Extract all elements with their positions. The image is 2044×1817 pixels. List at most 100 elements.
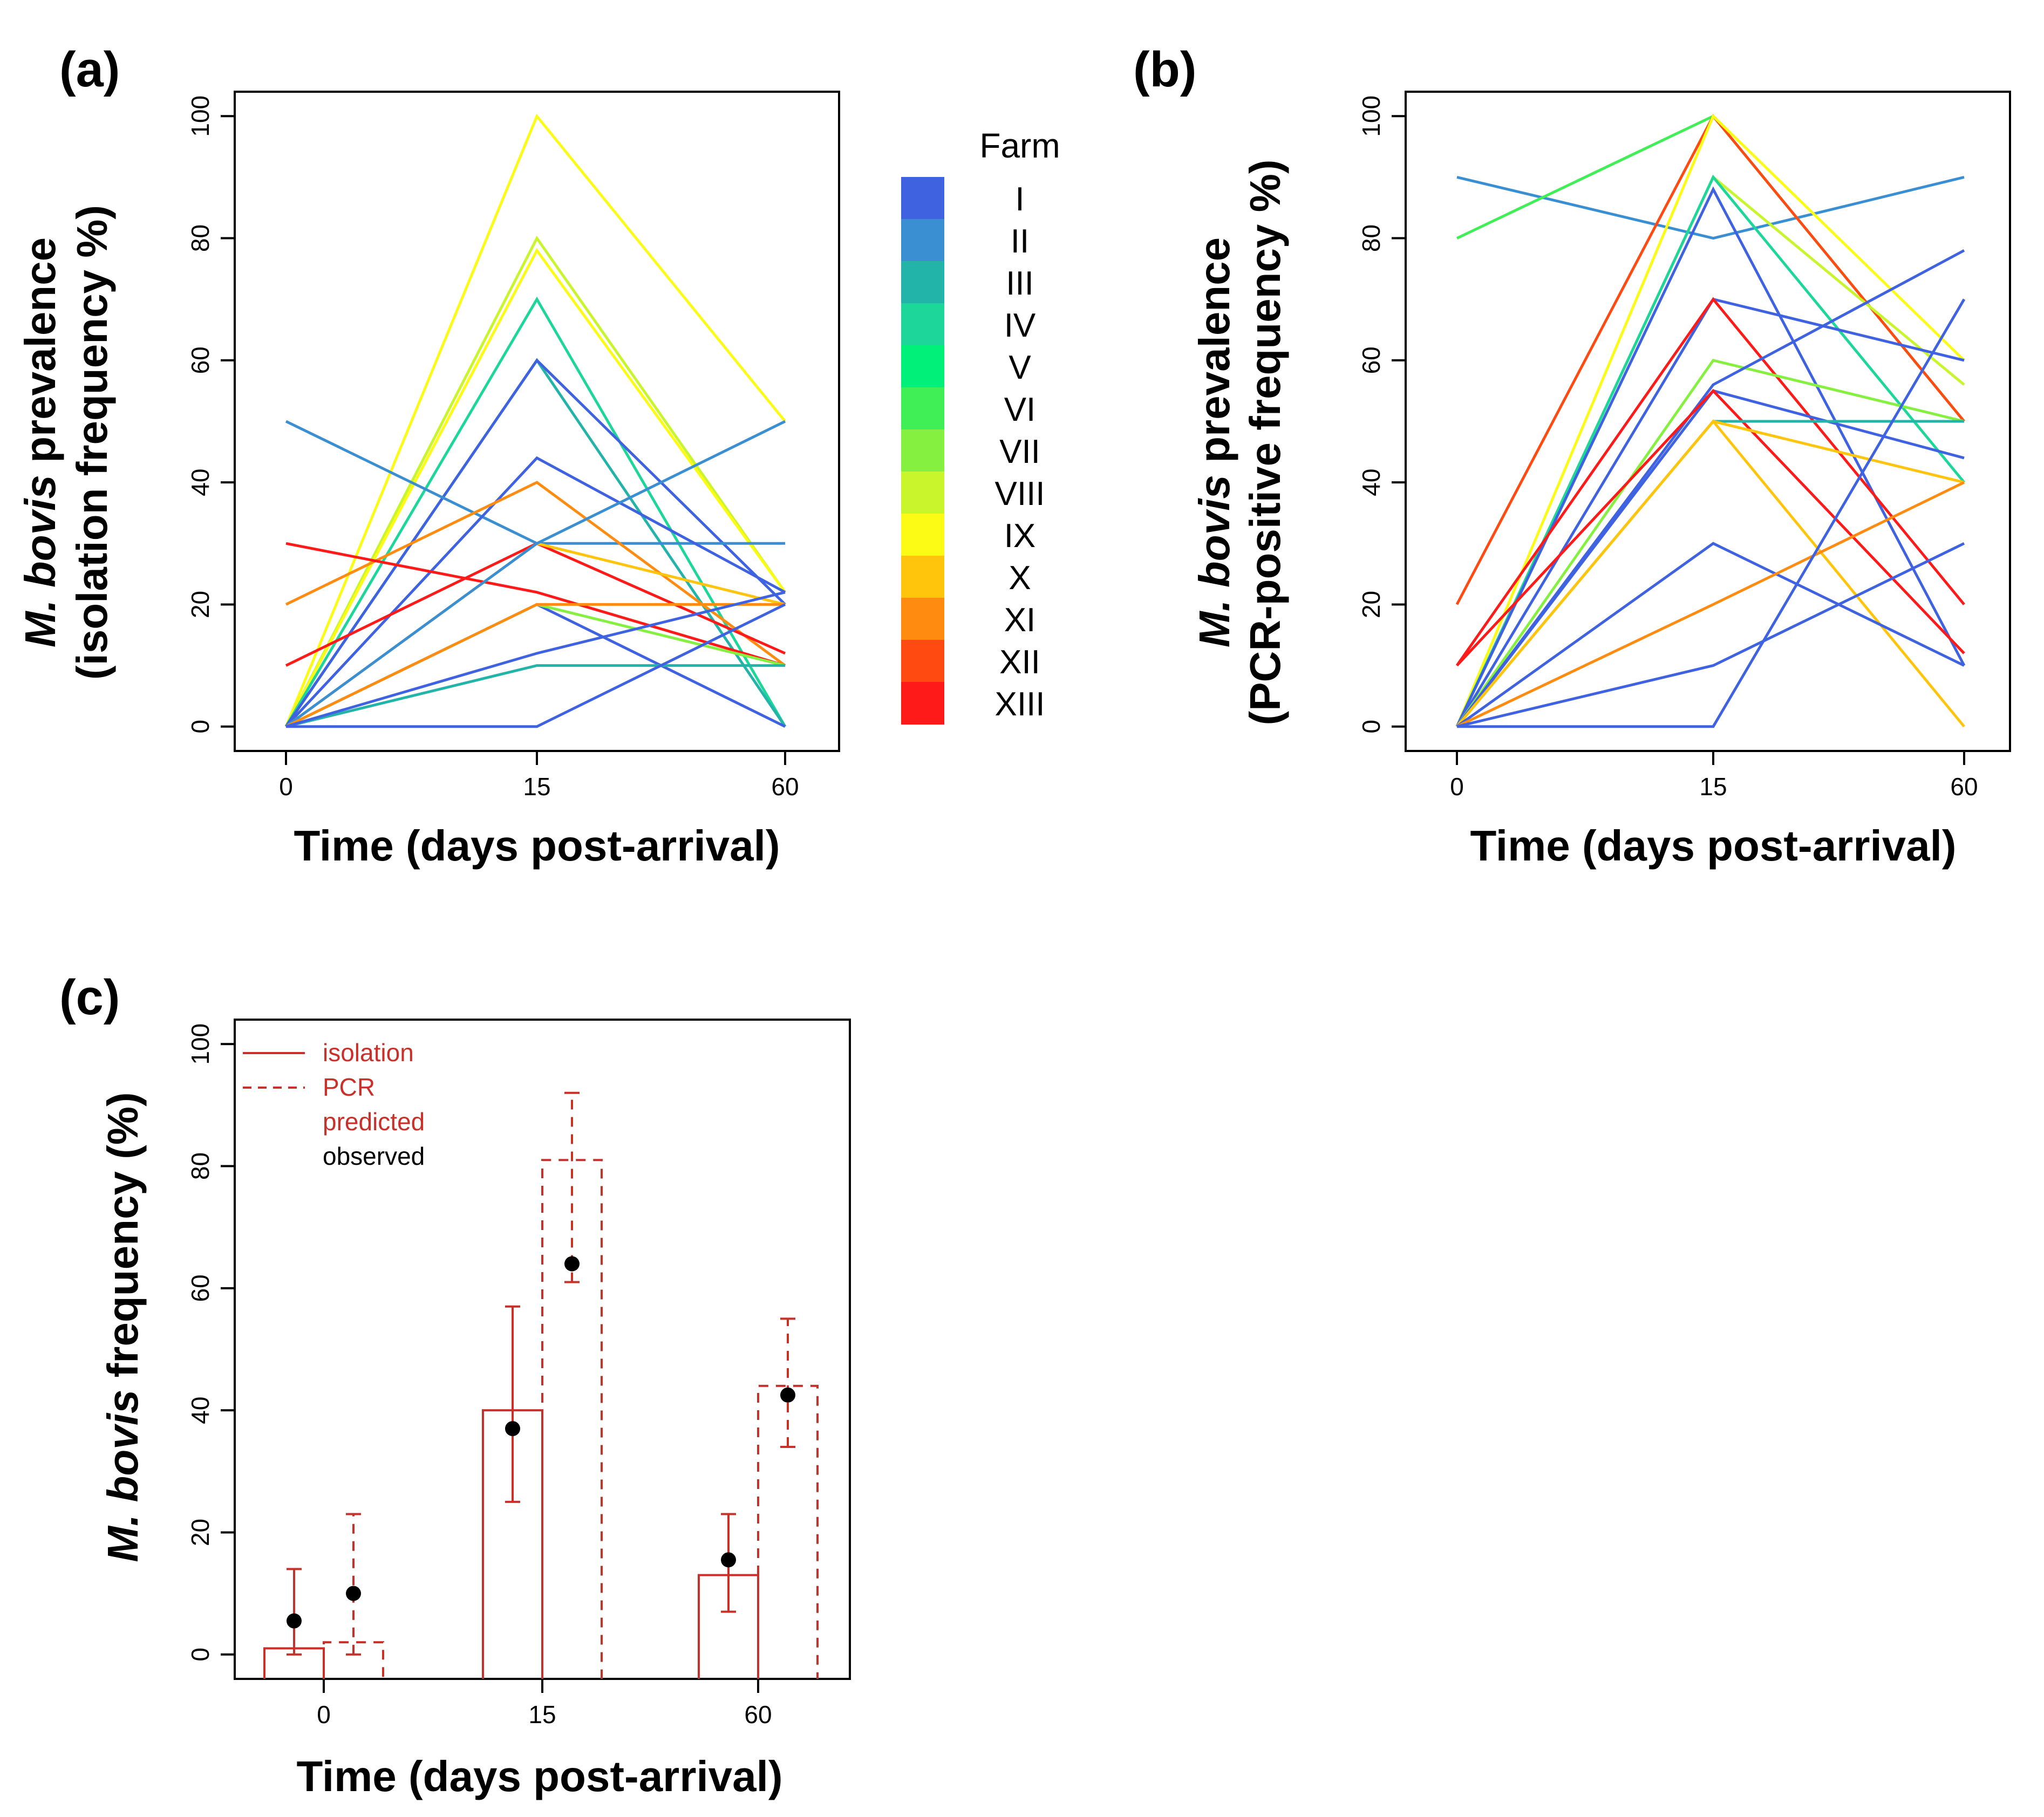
panel-a-series-line	[285, 456, 786, 728]
panel-a-series-line	[285, 664, 785, 728]
farm-legend-label: VII	[999, 433, 1040, 470]
panel-b-series-line	[1456, 481, 1965, 728]
panel-c-marks	[263, 1091, 819, 1679]
farm-legend-label: II	[1011, 223, 1029, 260]
farm-legend-label: XIII	[994, 686, 1045, 723]
panel-a-series-line	[284, 113, 786, 727]
panel-b-series	[1455, 113, 1966, 728]
panel-b-y-tick-label: 60	[1357, 346, 1385, 374]
panel-a-y-tick-label: 100	[186, 95, 214, 137]
panel-c-isolation-observed-point	[287, 1613, 302, 1629]
panel-c-PCR-observed-point	[780, 1387, 795, 1403]
panel-a-y-tick-label: 0	[186, 720, 214, 734]
panel-c-xlabel: Time (days post-arrival)	[296, 1752, 782, 1800]
farm-legend-swatch	[901, 219, 944, 262]
farm-legend-label: IX	[1004, 517, 1036, 555]
panel-b-series-line	[1455, 359, 1965, 728]
panel-b-plot-frame	[1405, 91, 2011, 752]
farm-legend-label: IV	[1004, 307, 1036, 344]
panel-b-y-tick-label: 20	[1357, 591, 1385, 618]
panel-b-series-line	[1455, 186, 1966, 727]
panel-b: (b) M. bovis prevalence (PCR-positive fr…	[1133, 42, 2011, 870]
farm-legend-label: III	[1006, 265, 1034, 302]
panel-c-y-tick-label: 80	[186, 1152, 214, 1180]
farm-legend-swatch	[901, 429, 944, 472]
farm-legend-swatch	[901, 345, 944, 388]
panel-c-x-tick-label: 60	[744, 1700, 772, 1729]
panel-c-x-tick-label: 0	[317, 1700, 331, 1729]
panel-c-y-tick-label: 60	[186, 1274, 214, 1302]
farm-legend-label: VIII	[994, 475, 1045, 513]
panel-c-legend-label: isolation	[323, 1039, 414, 1067]
panel-b-ylabel: M. bovis prevalence (PCR-positive freque…	[1190, 159, 1289, 725]
farm-legend-swatch	[901, 556, 944, 598]
panel-c-PCR-bar	[323, 1641, 384, 1679]
farm-legend-label: X	[1009, 559, 1031, 597]
panel-a-y-tick-label: 60	[186, 346, 214, 374]
panel-b-y-tick-label: 100	[1357, 95, 1385, 137]
panel-a-series-line	[284, 358, 786, 728]
panel-b-series-line	[1457, 298, 1966, 728]
panel-b-series-line	[1456, 542, 1965, 728]
farm-legend-label: I	[1015, 181, 1024, 218]
farm-legend-title: Farm	[979, 126, 1060, 165]
panel-b-ylabel-line2: (PCR-positive frequency %)	[1241, 159, 1289, 725]
panel-b-x-axis: 0 15 60	[1450, 751, 1978, 801]
panel-a-xlabel: Time (days post-arrival)	[294, 822, 780, 870]
panel-c-x-tick-label: 15	[528, 1700, 556, 1729]
farm-legend-swatch	[901, 682, 944, 725]
panel-a-series-line	[285, 481, 786, 667]
panel-a-series-line	[285, 542, 786, 728]
panel-a-x-axis: 0 15 60	[279, 751, 799, 801]
panel-c-y-tick-label: 0	[186, 1648, 214, 1662]
panel-a-series-line	[285, 542, 786, 667]
panel-a: (a) M. bovis prevalence (isolation frequ…	[16, 42, 840, 870]
panel-c-y-tick-label: 100	[186, 1023, 214, 1065]
farm-legend-swatches	[901, 177, 944, 725]
panel-c-x-axis: 0 15 60	[317, 1679, 772, 1729]
panel-b-series-line	[1455, 174, 1965, 727]
farm-legend-swatch	[901, 640, 944, 682]
panel-c-legend-label: PCR	[323, 1073, 375, 1101]
panel-b-series-line	[1455, 113, 1965, 727]
panel-c-isolation-observed-point	[505, 1421, 520, 1437]
panel-c-PCR-observed-point	[346, 1586, 361, 1601]
panel-a-series-line	[286, 603, 786, 728]
panel-a-x-tick-label: 0	[279, 773, 293, 801]
panel-c-PCR-bar	[541, 1159, 603, 1679]
panel-c-y-tick-label: 20	[186, 1519, 214, 1546]
farm-legend-swatch	[901, 261, 944, 304]
farm-legend-swatch	[901, 598, 944, 640]
panel-a-x-tick-label: 60	[771, 773, 799, 801]
panel-a-y-tick-label: 40	[186, 469, 214, 496]
panel-b-series-line	[1455, 113, 1965, 605]
farm-legend-swatch	[901, 387, 944, 430]
panel-c-PCR-observed-point	[564, 1256, 580, 1272]
panel-b-label: (b)	[1133, 42, 1196, 97]
panel-a-series-line	[285, 603, 785, 728]
panel-b-series-line	[1456, 420, 1965, 728]
panel-b-series-line	[1456, 388, 1965, 667]
panel-a-x-tick-label: 15	[523, 773, 550, 801]
panel-a-y-tick-label: 80	[186, 224, 214, 252]
panel-a-ylabel-line1: M. bovis prevalence	[16, 237, 64, 647]
farm-legend-swatch	[901, 514, 944, 556]
panel-c-legend: isolation PCR predicted observed	[243, 1039, 425, 1170]
panel-c-isolation-observed-point	[721, 1552, 736, 1568]
panel-a-ylabel-line2: (isolation frequency %)	[68, 205, 116, 680]
farm-legend-swatch	[901, 472, 944, 514]
farm-legend-label: V	[1009, 349, 1031, 386]
panel-a-y-axis: 0 20 40 60 80 100	[186, 95, 235, 734]
panel-c: (c) M. bovis frequency (%) 020406080100 …	[59, 970, 851, 1800]
farm-legend-swatch	[901, 177, 944, 220]
panel-b-ylabel-line1: M. bovis prevalence	[1190, 237, 1238, 647]
panel-a-y-tick-label: 20	[186, 591, 214, 618]
panel-b-xlabel: Time (days post-arrival)	[1470, 822, 1956, 870]
panel-c-label: (c)	[59, 970, 120, 1025]
panel-a-series-line	[285, 591, 786, 728]
panel-a-series-line	[285, 420, 786, 728]
panel-a-ylabel: M. bovis prevalence (isolation frequency…	[16, 205, 116, 680]
